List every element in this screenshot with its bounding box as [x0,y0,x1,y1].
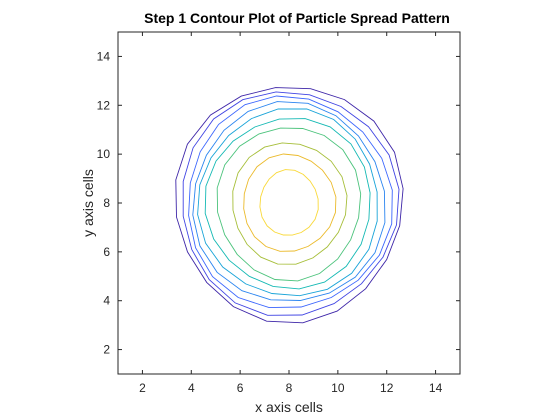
contour-level-3 [188,95,393,309]
contour-level-8 [232,142,348,265]
contour-lines [175,87,404,324]
contour-level-2 [182,91,400,316]
y-tick-label: 10 [97,147,111,161]
contour-level-5 [197,108,378,297]
y-axis-label: y axis cells [80,169,96,237]
y-tick-label: 8 [103,196,110,210]
y-tick-label: 2 [103,343,110,357]
y-tick-label: 4 [103,294,110,308]
contour-level-4 [192,101,386,301]
y-tick-label: 14 [97,49,111,63]
x-tick-label: 10 [331,381,345,395]
contour-level-6 [204,118,371,290]
contour-level-1 [175,87,404,324]
contour-level-9 [243,153,337,252]
x-tick-label: 8 [286,381,293,395]
contour-level-7 [216,127,362,282]
x-tick-label: 14 [429,381,443,395]
plot-area [117,31,461,375]
x-tick-label: 12 [380,381,394,395]
x-tick-label: 6 [237,381,244,395]
x-tick-label: 2 [139,381,146,395]
y-tick-label: 6 [103,245,110,259]
axis-ticks: 2 4 6 8 10 12 14 2 4 6 8 10 12 14 [97,32,460,395]
contour-level-10 [259,169,319,236]
chart-title: Step 1 Contour Plot of Particle Spread P… [144,10,450,26]
x-tick-label: 4 [188,381,195,395]
y-tick-label: 12 [97,98,111,112]
x-axis-label: x axis cells [255,399,323,415]
